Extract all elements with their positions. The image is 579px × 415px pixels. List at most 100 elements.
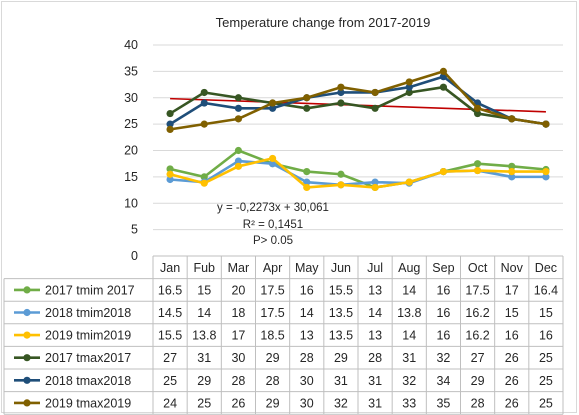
series-6	[166, 67, 550, 133]
data-point	[303, 104, 311, 112]
table-cell-value: 29	[334, 351, 348, 365]
table-cell-value: 14	[300, 306, 314, 320]
table-cell-value: 31	[334, 374, 348, 388]
data-point	[405, 83, 413, 91]
y-tick-label: 35	[124, 64, 138, 78]
table-cell-value: 18.5	[260, 329, 284, 343]
table-cell-value: 17.5	[260, 306, 284, 320]
data-point	[473, 109, 482, 118]
data-point	[268, 99, 277, 107]
category-label: Aug	[398, 261, 420, 275]
table-cell-value: 15	[505, 306, 519, 320]
table-cell-value: 31	[368, 374, 382, 388]
table-cell-value: 16.2	[465, 329, 489, 343]
data-point	[166, 109, 174, 118]
data-point	[337, 99, 345, 107]
table-cell-value: 25	[539, 374, 553, 388]
legend-entry: 2019 tmim2019	[45, 329, 131, 343]
table-cell-value: 35	[436, 396, 450, 410]
table-cell-value: 26	[505, 351, 519, 365]
data-point	[200, 99, 208, 107]
data-point	[337, 83, 345, 91]
series-line	[169, 75, 547, 126]
table-cell-value: 26	[505, 396, 519, 410]
data-point	[473, 104, 482, 112]
data-point	[542, 173, 550, 181]
data-point	[234, 94, 243, 102]
table-cell-value: 29	[266, 396, 280, 410]
legend-entry: 2017 tmim 2017	[45, 283, 135, 297]
y-tick-label: 30	[124, 91, 138, 105]
table-cell-value: 32	[334, 396, 348, 410]
table-cell-value: 28	[231, 374, 245, 388]
series-3	[166, 154, 550, 192]
table-cell-value: 14	[402, 329, 416, 343]
table-cell-value: 14	[197, 306, 211, 320]
table-cell-value: 31	[197, 351, 211, 365]
series-line	[169, 70, 547, 131]
category-label: Jan	[160, 261, 180, 275]
table-cell-value: 29	[197, 374, 211, 388]
table-cell-value: 15.5	[329, 283, 353, 297]
y-tick-label: 40	[124, 38, 138, 52]
table-cell-value: 13.8	[397, 306, 421, 320]
legend-key-marker	[23, 399, 31, 407]
data-table: Jan Fub Mar Apr May Jun Jul Aug Sep Oct Nov Dec2017…	[3, 255, 564, 415]
data-point	[542, 168, 550, 176]
table-cell-value: 31	[402, 351, 416, 365]
table-cell-value: 30	[231, 351, 245, 365]
table-cell-value: 13.5	[329, 329, 353, 343]
table-cell-value: 16	[539, 329, 553, 343]
legend-key-marker	[23, 354, 31, 362]
y-tick-label: 20	[124, 144, 138, 158]
category-label: May	[295, 261, 319, 275]
table-cell-value: 28	[300, 351, 314, 365]
legend-entry: 2018 tmax2018	[45, 374, 131, 388]
table-cell-value: 20	[231, 283, 245, 297]
table-cell-value: 14.5	[158, 306, 182, 320]
table-cell-value: 13	[368, 283, 382, 297]
p-value-label: P> 0.05	[253, 235, 293, 247]
series-line	[169, 85, 547, 126]
data-point	[303, 168, 311, 176]
table-cell-value: 13	[300, 329, 314, 343]
table-cell-value: 17	[505, 283, 519, 297]
table-cell-value: 26	[505, 374, 519, 388]
table-cell-value: 15	[197, 283, 211, 297]
data-point	[542, 120, 550, 128]
legend-key-marker	[23, 308, 31, 317]
data-point	[166, 120, 174, 128]
y-tick-label: 10	[124, 196, 138, 210]
table-cell-value: 17.5	[260, 283, 284, 297]
legend-key-marker	[23, 376, 31, 384]
table-cell-value: 27	[163, 351, 177, 365]
data-point	[371, 183, 379, 192]
table-cell-value: 32	[436, 351, 450, 365]
data-point	[508, 162, 516, 170]
table-cell-value: 30	[300, 374, 314, 388]
data-point	[405, 178, 413, 186]
gridlines	[153, 44, 563, 231]
category-label: Sep	[432, 261, 454, 275]
chart-title: Temperature change from 2017-2019	[216, 15, 431, 30]
data-point	[473, 166, 482, 175]
data-point	[268, 104, 277, 112]
y-tick-label: 25	[124, 117, 138, 131]
legend-entry: 2019 tmax2019	[45, 396, 131, 410]
category-label: Apr	[263, 261, 282, 275]
data-point	[303, 178, 311, 186]
y-tick-label: 5	[131, 223, 138, 237]
table-cell-value: 27	[471, 351, 485, 365]
legend-key-marker	[23, 286, 31, 294]
table-cell-value: 14	[402, 283, 416, 297]
data-point	[508, 115, 516, 123]
y-axis: 0 5 10 15 20 25 30 35 40	[124, 38, 138, 263]
data-point	[200, 179, 208, 187]
table-cell-value: 13	[368, 329, 382, 343]
data-point	[371, 88, 379, 97]
table-cell-value: 13.8	[192, 329, 216, 343]
data-point	[234, 162, 243, 170]
data-point	[473, 160, 482, 168]
table-cell-value: 15	[539, 306, 553, 320]
